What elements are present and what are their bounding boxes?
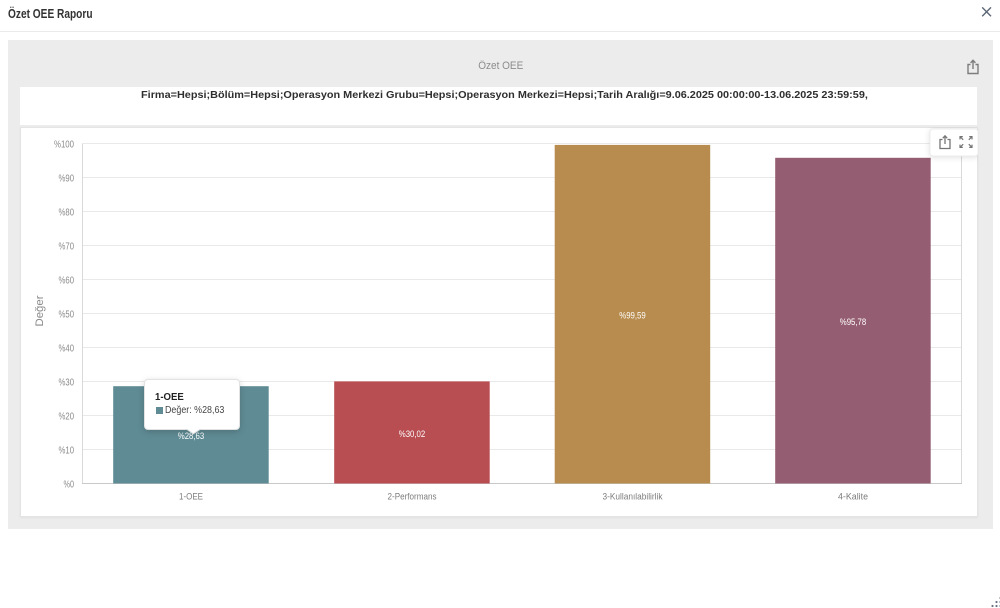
svg-text:%20: %20 [59, 412, 75, 423]
svg-text:%10: %10 [59, 446, 75, 457]
svg-text:4-Kalite: 4-Kalite [838, 492, 868, 502]
svg-text:%99,59: %99,59 [619, 311, 646, 322]
svg-text:%50: %50 [59, 310, 75, 321]
svg-text:3-Kullanılabilirlik: 3-Kullanılabilirlik [603, 492, 663, 502]
svg-text:1-OEE: 1-OEE [179, 492, 203, 502]
svg-text:%80: %80 [59, 208, 75, 219]
svg-text:Değer: Değer [34, 295, 46, 326]
svg-text:%30: %30 [59, 378, 75, 389]
svg-text:%28,63: %28,63 [178, 431, 205, 442]
svg-text:%30,02: %30,02 [399, 429, 426, 440]
svg-text:%60: %60 [59, 276, 75, 287]
svg-text:%95,78: %95,78 [840, 317, 867, 328]
svg-text:%0: %0 [64, 480, 75, 491]
svg-text:%100: %100 [54, 140, 74, 151]
svg-text:%70: %70 [59, 242, 75, 253]
svg-text:%40: %40 [59, 344, 75, 355]
svg-text:%90: %90 [59, 174, 75, 185]
svg-text:2-Performans: 2-Performans [388, 492, 437, 502]
